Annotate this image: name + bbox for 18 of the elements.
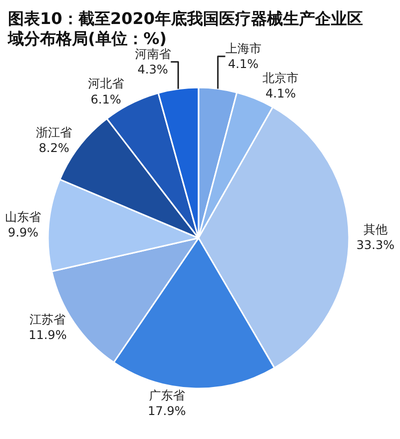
data-label: 17.9%	[148, 404, 186, 418]
data-label: 9.9%	[8, 225, 38, 240]
slice-label: 北京市	[262, 71, 299, 86]
slice-label: 浙江省	[36, 126, 72, 140]
slice-label: 河北省	[88, 76, 124, 91]
data-label: 6.1%	[90, 92, 122, 106]
data-label: 4.1%	[265, 86, 296, 101]
slice-label: 广东省	[148, 388, 185, 402]
data-label: 4.1%	[228, 57, 259, 72]
slice-label: 河南省	[134, 47, 171, 62]
slice-label: 上海市	[225, 42, 262, 56]
data-label: 8.2%	[38, 141, 70, 156]
slice-label: 山东省	[5, 210, 42, 224]
data-label: 4.3%	[138, 62, 168, 77]
slice-label: 其他	[363, 222, 388, 236]
data-label: 11.9%	[28, 328, 67, 342]
data-label: 33.3%	[356, 238, 395, 252]
slice-label: 江苏省	[30, 312, 66, 327]
